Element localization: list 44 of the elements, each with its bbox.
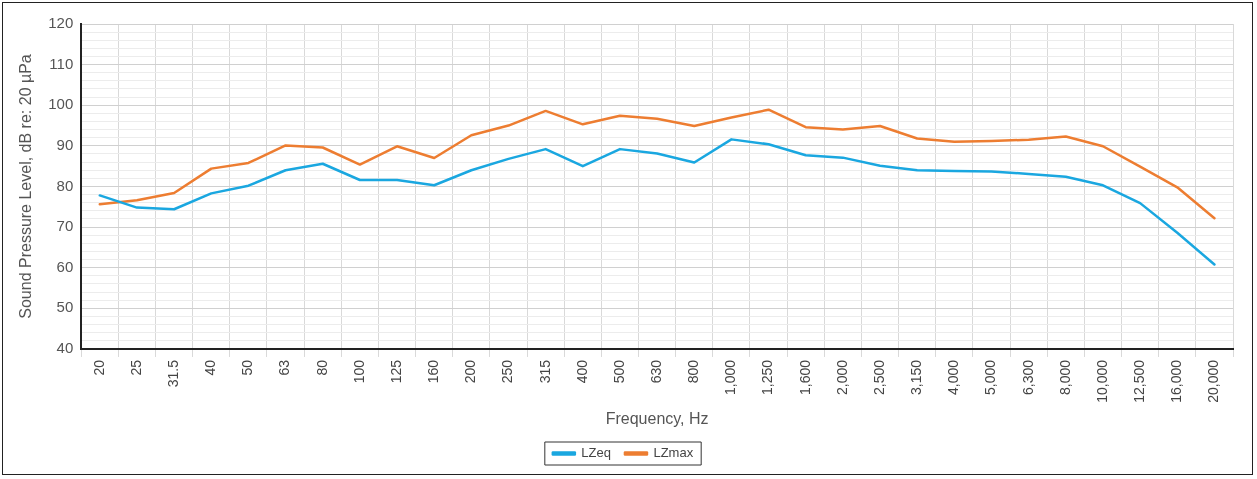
x-axis-title: Frequency, Hz [605, 409, 709, 427]
x-tick-label: 800 [685, 359, 702, 384]
x-tick-label: 10,000 [1093, 359, 1110, 403]
y-tick-label: 60 [56, 257, 74, 275]
x-tick-label: 50 [239, 359, 256, 376]
y-tick-label: 90 [56, 136, 74, 154]
x-tick-label: 1,600 [796, 359, 813, 396]
x-tick-label: 25 [127, 359, 144, 376]
legend-label: LZeq [581, 445, 611, 461]
y-tick-label: 110 [49, 54, 74, 72]
x-tick-label: 40 [202, 359, 219, 376]
x-tick-label: 200 [462, 359, 479, 384]
x-tick-label: 100 [350, 359, 367, 384]
x-tick-label: 20,000 [1205, 359, 1222, 403]
x-tick-label: 63 [276, 359, 293, 376]
x-tick-label: 2,500 [870, 359, 887, 396]
y-axis-title: Sound Pressure Level, dB re: 20 µPa [17, 54, 35, 319]
x-tick-label: 250 [499, 359, 516, 384]
x-tick-label: 80 [313, 359, 330, 376]
x-tick-label: 160 [425, 359, 442, 384]
legend-label: LZmax [653, 445, 694, 461]
y-tick-label: 100 [48, 95, 74, 113]
x-tick-label: 500 [610, 359, 627, 384]
y-tick-label: 120 [48, 14, 74, 32]
y-tick-label: 70 [56, 217, 74, 235]
x-tick-label: 8,000 [1056, 359, 1073, 396]
x-tick-label: 400 [573, 359, 590, 384]
x-tick-label: 2,000 [833, 359, 850, 396]
x-tick-label: 1,250 [759, 359, 776, 396]
x-tick-label: 3,150 [908, 359, 925, 396]
x-tick-label: 20 [90, 359, 107, 376]
x-tick-label: 12,500 [1130, 359, 1147, 403]
x-tick-label: 16,000 [1168, 359, 1185, 403]
x-tick-label: 6,300 [1019, 359, 1036, 396]
x-tick-label: 1,000 [722, 359, 739, 396]
x-tick-label: 315 [536, 359, 553, 384]
x-tick-label: 31.5 [164, 359, 181, 388]
y-tick-label: 80 [56, 176, 74, 194]
y-tick-label: 40 [56, 339, 74, 357]
x-tick-label: 4,000 [945, 359, 962, 396]
x-tick-label: 630 [647, 359, 664, 384]
x-tick-label: 5,000 [982, 359, 999, 396]
y-tick-label: 50 [56, 298, 74, 316]
x-tick-label: 125 [387, 359, 404, 384]
